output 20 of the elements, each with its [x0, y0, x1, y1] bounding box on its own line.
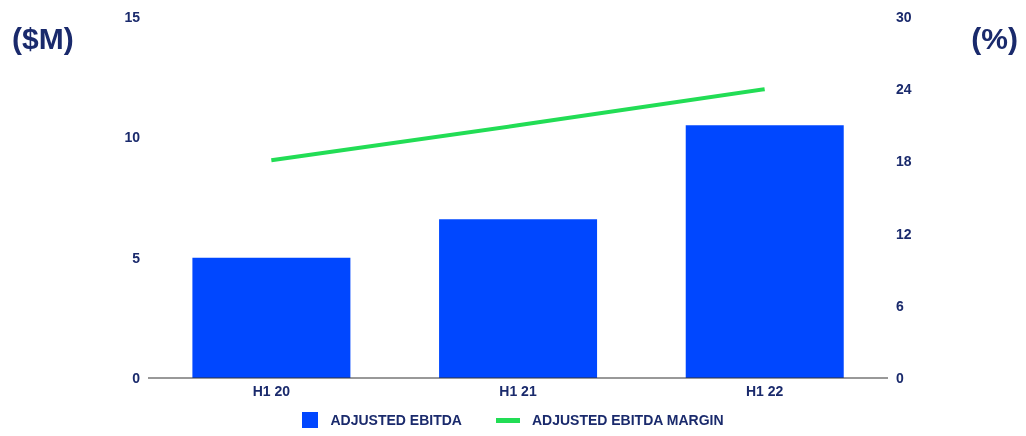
y2-tick-label: 6	[896, 297, 904, 314]
x-tick-label: H1 22	[745, 382, 784, 399]
y-tick-label: 15	[124, 8, 141, 25]
y-axis-title: ($M)	[12, 22, 74, 56]
bar	[685, 125, 844, 378]
x-tick-label: H1 20	[252, 382, 291, 399]
y2-tick-label: 12	[896, 225, 912, 242]
y2-tick-label: 18	[896, 153, 912, 170]
y2-tick-label: 30	[896, 8, 912, 25]
x-tick-label: H1 21	[499, 382, 537, 399]
legend-label: ADJUSTED EBITDA MARGIN	[531, 412, 724, 428]
y2-tick-label: 0	[896, 369, 904, 386]
y2-tick-label: 24	[896, 81, 912, 98]
y-tick-label: 10	[124, 129, 141, 146]
legend-label: ADJUSTED EBITDA	[330, 412, 462, 428]
bar	[439, 219, 598, 378]
y2-axis-title: (%)	[971, 22, 1018, 56]
y-tick-label: 5	[132, 249, 141, 266]
y-tick-label: 0	[132, 369, 141, 386]
bar	[192, 257, 351, 378]
